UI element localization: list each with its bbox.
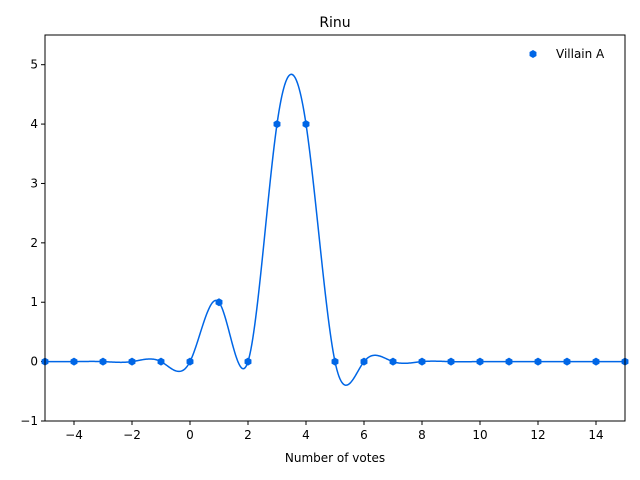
x-tick-label: 0 [186,428,194,442]
x-tick-label: −2 [123,428,141,442]
data-point [592,357,600,366]
y-axis-ticks: −1 0 1 2 3 4 5 [20,58,45,428]
y-tick-label: −1 [20,414,38,428]
x-tick-label: 6 [360,428,368,442]
y-tick-label: 0 [30,355,38,369]
data-point [186,357,194,366]
x-tick-label: 10 [472,428,487,442]
data-point [215,298,223,307]
data-point [447,357,455,366]
data-point [244,357,252,366]
data-point [128,357,136,366]
data-point [505,357,513,366]
y-tick-label: 5 [30,58,38,72]
legend-label: Villain A [556,47,605,61]
data-point [360,357,368,366]
data-point [70,357,78,366]
x-tick-label: 12 [530,428,545,442]
data-point [99,357,107,366]
y-tick-label: 4 [30,117,38,131]
legend-marker [529,50,537,58]
x-tick-label: 14 [588,428,603,442]
x-tick-label: 4 [302,428,310,442]
data-point [534,357,542,366]
y-tick-label: 1 [30,295,38,309]
data-point [389,357,397,366]
data-point [331,357,339,366]
chart-title: Rinu [319,15,350,31]
x-axis-label: Number of votes [285,451,385,465]
data-point [157,357,165,366]
data-point [563,357,571,366]
y-tick-label: 3 [30,176,38,190]
x-axis-ticks: −4 −2 0 2 4 6 8 10 12 14 [65,421,604,442]
plot-frame [44,34,626,422]
data-point [302,120,310,129]
y-tick-label: 2 [30,236,38,250]
data-point [273,120,281,129]
legend: Villain A [529,47,605,61]
data-point [418,357,426,366]
data-point [476,357,484,366]
x-tick-label: −4 [65,428,83,442]
x-tick-label: 8 [418,428,426,442]
x-tick-label: 2 [244,428,252,442]
